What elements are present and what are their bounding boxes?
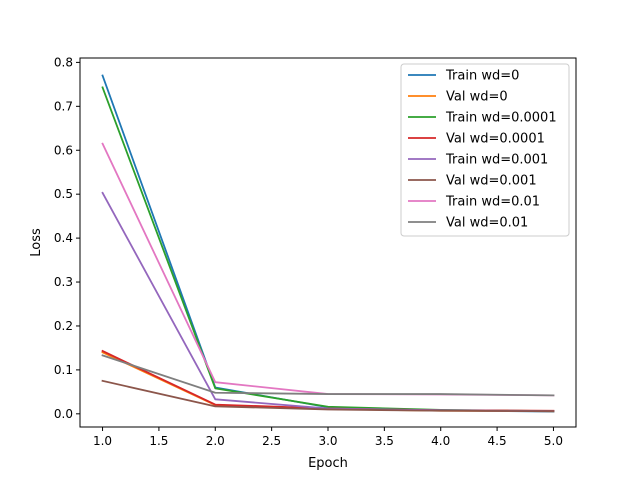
- series-line-5: [101, 379, 555, 413]
- y-axis: 0.0 0.1 0.2 0.3 0.4 0.5 0.6 0.7 0.8: [54, 55, 80, 421]
- x-tick-label: 1.5: [149, 434, 168, 448]
- x-tick-label: 4.0: [431, 434, 450, 448]
- y-tick-label: 0.1: [54, 363, 73, 377]
- legend-label-2: Train wd=0.0001: [445, 111, 557, 126]
- y-tick-label: 0.8: [54, 55, 73, 69]
- x-tick-label: 2.5: [262, 434, 281, 448]
- x-tick-label: 3.5: [375, 434, 394, 448]
- y-tick-label: 0.5: [54, 187, 73, 201]
- legend-label-1: Val wd=0: [446, 90, 508, 105]
- y-tick-label: 0.7: [54, 99, 73, 113]
- x-axis-label: Epoch: [308, 456, 348, 471]
- legend-label-4: Train wd=0.001: [445, 153, 548, 168]
- legend-label-7: Val wd=0.01: [446, 216, 528, 231]
- y-tick-label: 0.4: [54, 231, 73, 245]
- y-tick-label: 0.2: [54, 319, 73, 333]
- x-tick-label: 5.0: [544, 434, 563, 448]
- y-axis-label: Loss: [29, 228, 44, 257]
- legend: Train wd=0 Val wd=0 Train wd=0.0001 Val wd=…: [400, 63, 570, 237]
- x-tick-label: 1.0: [93, 434, 112, 448]
- x-tick-label: 4.5: [488, 434, 507, 448]
- x-axis: 1.0 1.5 2.0 2.5 3.0 3.5 4.0 4.5 5.0: [93, 427, 563, 448]
- legend-label-3: Val wd=0.0001: [446, 132, 545, 147]
- legend-label-6: Train wd=0.01: [445, 195, 540, 210]
- x-tick-label: 2.0: [206, 434, 225, 448]
- legend-box: [400, 63, 570, 237]
- legend-label-5: Val wd=0.001: [446, 174, 537, 189]
- y-tick-label: 0.0: [54, 407, 73, 421]
- y-tick-label: 0.3: [54, 275, 73, 289]
- legend-label-0: Train wd=0: [445, 69, 519, 84]
- y-tick-label: 0.6: [54, 143, 73, 157]
- x-tick-label: 3.0: [318, 434, 337, 448]
- series-line-7: [101, 354, 555, 397]
- plot-lines: [101, 74, 555, 413]
